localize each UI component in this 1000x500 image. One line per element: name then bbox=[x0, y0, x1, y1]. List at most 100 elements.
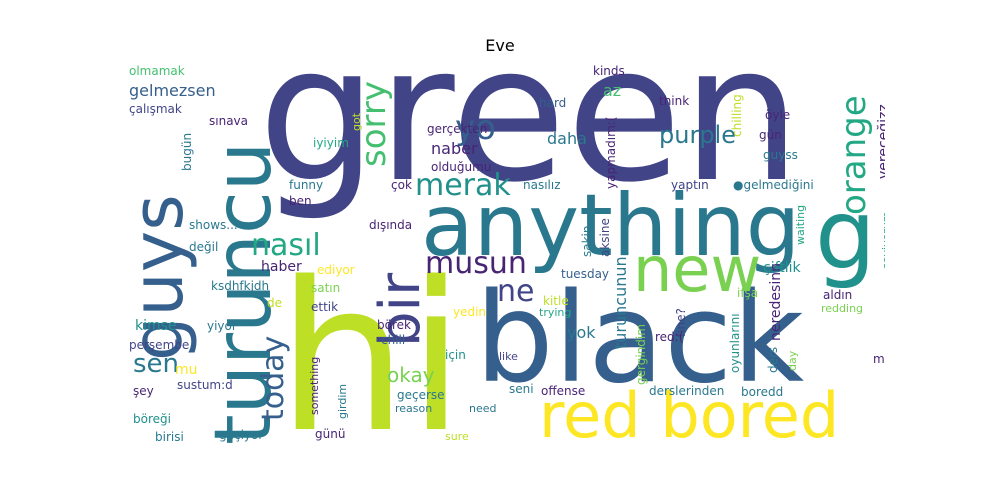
word-think: think bbox=[659, 94, 690, 108]
word-aldin: aldın bbox=[823, 288, 853, 302]
word-yaptin: yaptın bbox=[671, 178, 709, 192]
word-redding: redding bbox=[821, 302, 864, 315]
word-aksine: aksine bbox=[598, 218, 612, 257]
word-green: green bbox=[258, 55, 801, 224]
word-waiting: waiting bbox=[794, 204, 807, 245]
word-mi: mı bbox=[873, 352, 885, 366]
word-musun: musun bbox=[425, 246, 527, 281]
word-cloud: green hi anything black turuncu guys red… bbox=[125, 55, 885, 445]
word-calismak: çalışmak bbox=[129, 102, 182, 116]
word-chill: chill bbox=[381, 333, 406, 347]
word-verecegizz: vereceğizz bbox=[876, 104, 885, 179]
word-guyss: guyss bbox=[763, 148, 798, 162]
word-guys: guys bbox=[125, 194, 199, 361]
word-g: g bbox=[815, 179, 876, 291]
word-reason: reason bbox=[395, 402, 433, 415]
word-like: like bbox=[499, 350, 518, 363]
word-red-sad: red:( bbox=[655, 330, 684, 344]
word-olmamak: olmamak bbox=[129, 64, 185, 78]
word-ben: ben bbox=[289, 194, 312, 208]
word-boredd: boredd bbox=[741, 385, 784, 399]
word-funny: funny bbox=[289, 178, 324, 192]
word-black: black bbox=[475, 267, 805, 411]
word-chilling: chilling bbox=[730, 94, 744, 137]
word-turuncunun: turuncunun bbox=[611, 256, 630, 349]
word-boregi: böreği bbox=[133, 412, 171, 426]
word-de: de bbox=[267, 296, 282, 310]
word-trying: trying bbox=[539, 306, 572, 319]
word-geciyor: geçiyor bbox=[219, 428, 264, 442]
word-anything: anything bbox=[421, 176, 801, 276]
word-tuesday: tuesday bbox=[561, 267, 610, 281]
chart-title: Eve bbox=[485, 36, 515, 55]
word-ders: ders bbox=[766, 346, 780, 373]
word-seni: seni bbox=[509, 382, 534, 396]
word-hard: hard bbox=[539, 96, 567, 110]
word-gergindim: gergindim bbox=[634, 324, 648, 385]
word-kitle: kitle bbox=[543, 294, 569, 308]
word-oldugumu: olduğumu bbox=[431, 160, 492, 174]
word-yok: yok bbox=[567, 323, 596, 342]
word-yapmadim: yapmadım:( bbox=[604, 116, 618, 189]
word-purple: purple bbox=[659, 121, 736, 149]
word-gecerse: geçerse bbox=[397, 388, 445, 402]
word-shows: shows... bbox=[189, 218, 238, 232]
word-birisi: birisi bbox=[155, 430, 184, 444]
word-yedin: yedin bbox=[453, 305, 487, 319]
word-yiyor: yiyor bbox=[207, 319, 237, 333]
word-haber: haber bbox=[261, 259, 302, 275]
word-seviyorum: seviyorum bbox=[880, 211, 885, 269]
word-mu: mu bbox=[175, 362, 198, 378]
word-naber: naber bbox=[431, 139, 478, 158]
word-okay: okay bbox=[387, 363, 435, 387]
word-az: az bbox=[603, 81, 622, 100]
word-borek: börek bbox=[377, 318, 411, 332]
word-nasil: nasıl bbox=[251, 228, 321, 263]
word-ciftlik: çiftlik bbox=[763, 260, 801, 276]
word-icin: için bbox=[445, 348, 466, 362]
word-orange: orange bbox=[834, 95, 874, 215]
word-gelmezsen: gelmezsen bbox=[129, 81, 216, 100]
word-new: new bbox=[633, 233, 762, 306]
word-oyle: öyle bbox=[765, 108, 791, 122]
word-today: today bbox=[256, 335, 291, 421]
word-nasiliz: nasılız bbox=[523, 178, 561, 192]
word-ediyor: ediyor bbox=[317, 263, 355, 277]
word-cok: çok bbox=[391, 178, 412, 192]
word-derslerinden: derslerinden bbox=[649, 384, 725, 398]
word-something: something bbox=[308, 356, 321, 415]
word-sey: şey bbox=[133, 384, 154, 398]
word-degil: değil bbox=[189, 240, 219, 254]
word-gunu: günü bbox=[315, 427, 346, 441]
word-disinda: dışında bbox=[369, 218, 413, 232]
word-offense: offense bbox=[541, 384, 586, 398]
word-sakin: sakin bbox=[580, 225, 594, 258]
word-sure: sure bbox=[445, 430, 469, 443]
word-sinava: sınava bbox=[209, 114, 248, 128]
word-sen: sen bbox=[133, 349, 180, 379]
word-daha: daha bbox=[547, 129, 587, 148]
word-merak: merak bbox=[415, 168, 511, 203]
word-gun: gün bbox=[759, 128, 782, 142]
word-neredesinn: neredesinn bbox=[768, 263, 784, 341]
word-kimse: kimse bbox=[135, 318, 177, 334]
word-kinds: kinds bbox=[593, 64, 625, 78]
word-persembe: perşembe bbox=[129, 338, 190, 352]
word-hi: hi bbox=[277, 238, 465, 445]
word-iyiyim: iyiyim bbox=[313, 136, 349, 150]
word-gercekten: gerçekten bbox=[427, 122, 488, 136]
word-girdim: girdim bbox=[336, 383, 349, 419]
word-sustum: sustum:d bbox=[177, 378, 233, 392]
word-bugun: bugün bbox=[180, 132, 194, 171]
word-gelmedigini: ●gelmediğini bbox=[733, 178, 814, 192]
word-yo: yo bbox=[455, 108, 496, 148]
word-got: got bbox=[350, 112, 363, 131]
word-ne: ne bbox=[497, 274, 535, 309]
word-ettik: ettik bbox=[311, 300, 339, 314]
word-need: need bbox=[469, 402, 497, 415]
word-oyunlarini: oyunlarını bbox=[728, 313, 742, 373]
word-day: day bbox=[786, 350, 799, 371]
word-red-bored: red bored bbox=[539, 379, 840, 446]
word-ksdhfkjdh: ksdhfkjdh bbox=[211, 279, 270, 293]
word-satin: satın bbox=[311, 281, 341, 295]
